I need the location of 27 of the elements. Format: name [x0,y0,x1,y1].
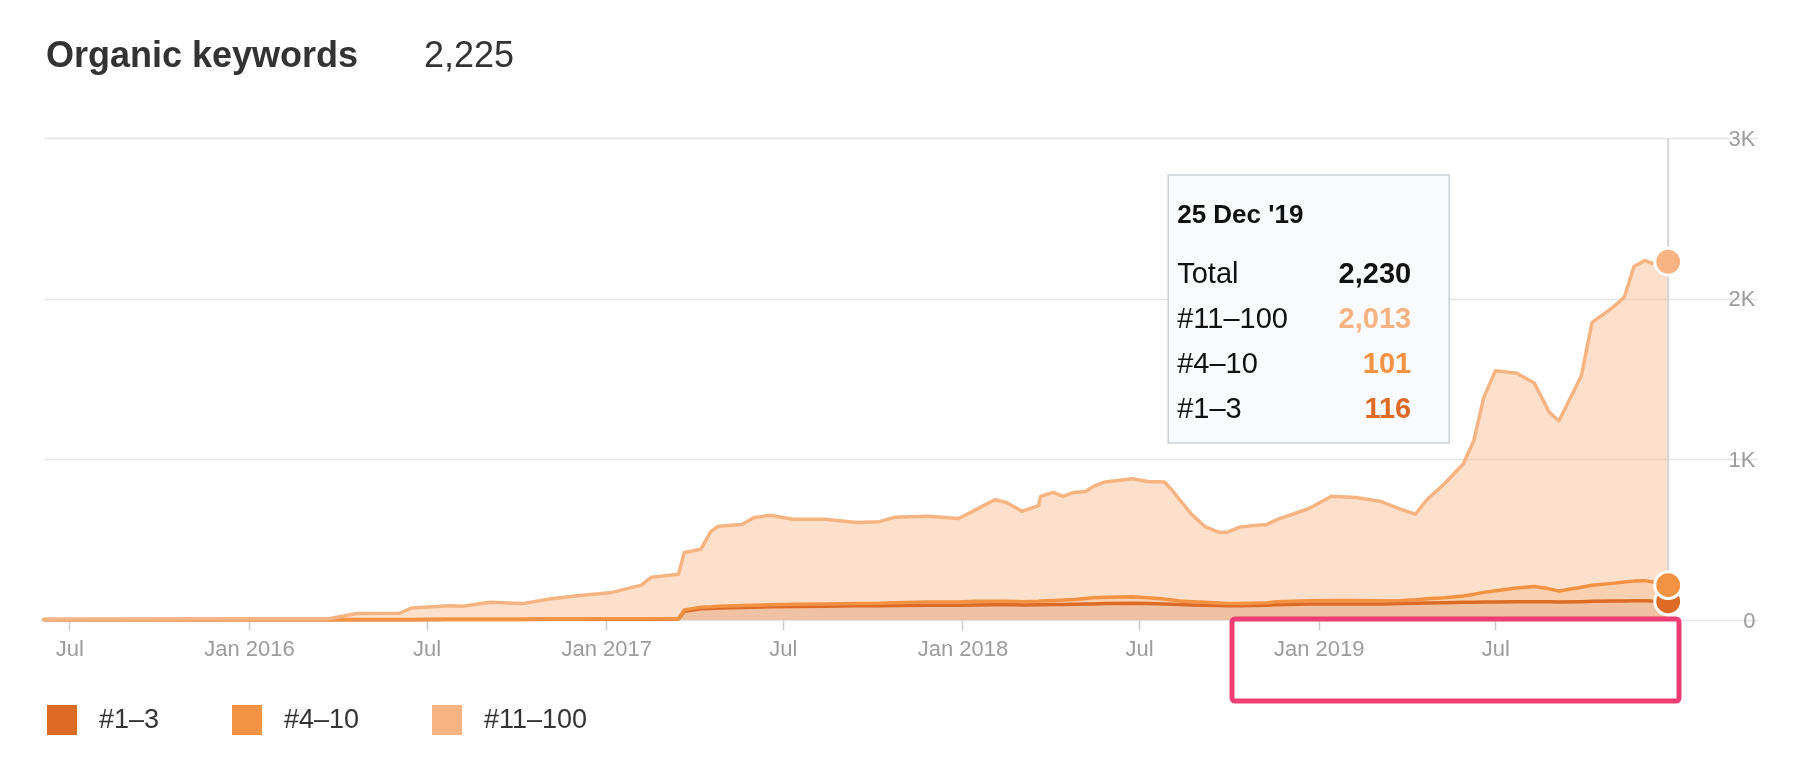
x-tick-label: Jul [55,635,84,661]
annotation: 2,230 [1338,257,1412,289]
x-tick-label: Jul [413,635,442,661]
y-tick-label: 0 [1743,607,1756,633]
y-tick-label: 2K [1728,286,1756,312]
x-tick-label: Jul [1125,635,1154,661]
chart-subtitle: 2,225 [424,34,515,75]
x-tick-label: Jul [769,635,798,661]
y-tick-label: 3K [1728,125,1756,151]
x-tick-label: Jan 2016 [204,635,295,661]
annotation: 25 Dec '19 [1177,199,1304,229]
x-tick-label: Jan 2019 [1274,635,1365,661]
annotation: #1–3 [1177,392,1242,424]
annotation: 101 [1362,347,1412,379]
x-tick-label: Jan 2018 [917,635,1009,661]
chart-title: Organic keywords [46,34,359,75]
x-tick-label: Jul [1481,635,1510,661]
x-tick-label: Jan 2017 [561,635,652,661]
y-tick-label: 1K [1728,446,1756,472]
annotation: Total [1177,257,1239,289]
annotation: #11–100 [1177,302,1288,334]
annotation: 2,013 [1338,302,1412,334]
legend-label: #11–100 [484,704,588,734]
annotation: 116 [1364,392,1412,424]
legend-label: #1–3 [99,704,160,734]
annotation: #4–10 [1177,347,1258,379]
legend-label: #4–10 [284,704,360,734]
